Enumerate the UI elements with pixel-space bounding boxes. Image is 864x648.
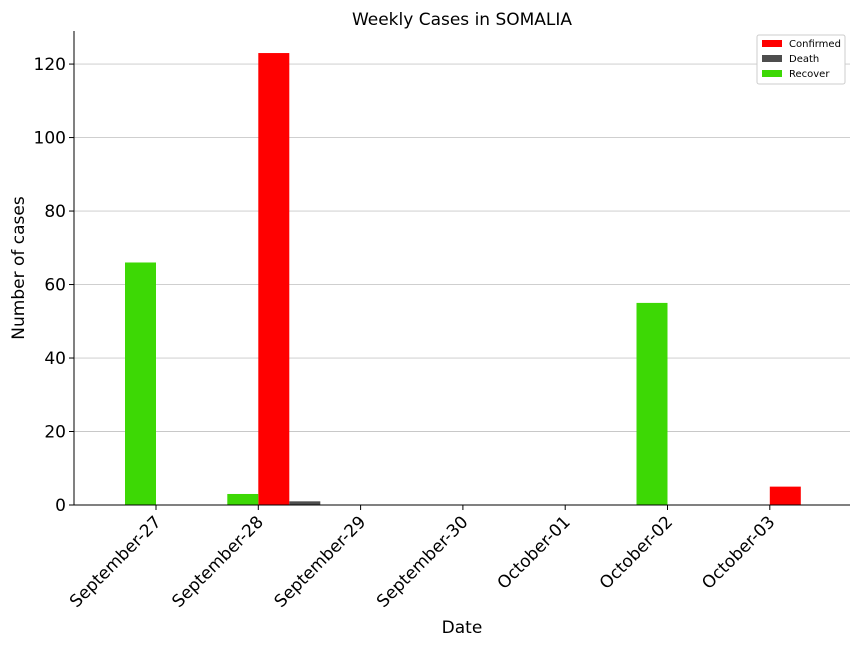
x-tick-label: September-30 <box>373 512 472 611</box>
x-tick-label: October-02 <box>596 512 677 593</box>
x-tick-label: September-27 <box>66 512 165 611</box>
legend-label-recover: Recover <box>789 69 830 80</box>
bar-confirmed-september-28 <box>258 53 290 506</box>
x-axis-label: Date <box>442 618 483 638</box>
legend: Confirmed Death Recover <box>756 34 846 85</box>
bar-recover-october-02 <box>636 302 668 505</box>
bar-recover-september-27 <box>125 262 156 505</box>
y-ticks: 0 20 40 60 80 100 120 <box>34 55 74 516</box>
x-tick-label: October-03 <box>698 512 779 593</box>
legend-swatch-recover <box>762 70 782 77</box>
gridlines <box>74 63 850 432</box>
y-tick-label: 80 <box>44 202 66 222</box>
legend-swatch-death <box>762 55 782 62</box>
y-tick-label: 120 <box>34 55 66 75</box>
y-tick-label: 20 <box>44 423 66 443</box>
y-tick-label: 60 <box>44 276 66 296</box>
axes <box>73 31 850 506</box>
chart-title: Weekly Cases in SOMALIA <box>352 10 572 30</box>
bars <box>125 53 801 506</box>
legend-label-death: Death <box>789 54 819 65</box>
x-tick-label: September-29 <box>271 512 370 611</box>
x-tick-label: September-28 <box>168 512 267 611</box>
x-ticks: September-27 September-28 September-29 Sept… <box>66 505 779 612</box>
bar-confirmed-october-03 <box>769 486 801 505</box>
legend-swatch-confirmed <box>762 40 782 47</box>
legend-label-confirmed: Confirmed <box>789 39 841 50</box>
y-tick-label: 100 <box>34 129 66 149</box>
y-tick-label: 0 <box>55 496 66 516</box>
x-tick-label: October-01 <box>494 512 575 593</box>
y-axis-label: Number of cases <box>9 196 29 340</box>
bar-recover-september-28 <box>227 493 259 505</box>
y-tick-label: 40 <box>44 349 66 369</box>
bar-death-september-28 <box>289 501 321 505</box>
